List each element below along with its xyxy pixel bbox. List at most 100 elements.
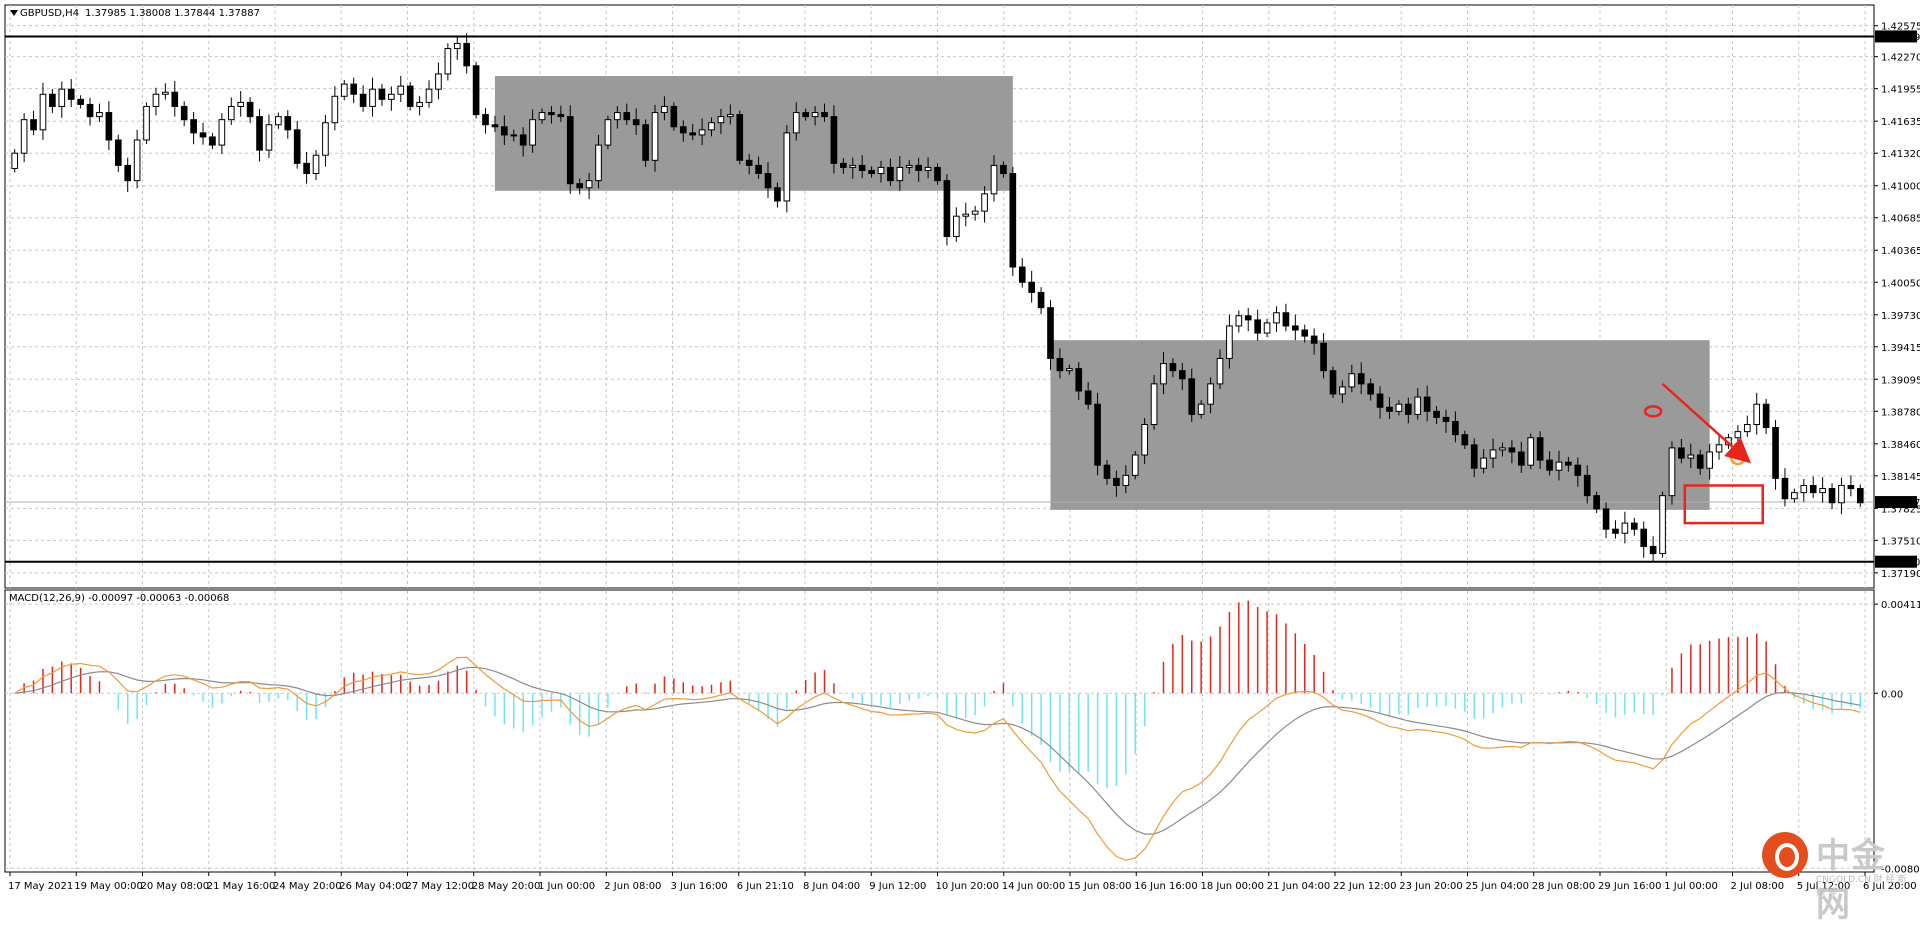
horizontal-levels xyxy=(5,35,1874,563)
candle-body xyxy=(632,119,640,126)
candle-body xyxy=(1000,164,1007,175)
candle-body xyxy=(755,164,762,175)
candle-body xyxy=(1395,403,1403,412)
watermark: 中金网 CNGOLD.CN 财 经 新 媒 体 xyxy=(1762,826,1912,925)
candle-body xyxy=(529,119,536,146)
candle-body xyxy=(1659,495,1666,555)
candle-body xyxy=(510,134,518,137)
candle-body xyxy=(388,93,395,100)
time-tick-label: 24 May 20:00 xyxy=(273,881,342,892)
price-tick-label: 1.41320 xyxy=(1881,149,1920,160)
price-chart[interactable]: 1.42575 1.42270 1.41955 1.41635 1.41320 1.410… xyxy=(0,0,1920,900)
macd-grid xyxy=(5,591,1874,871)
time-tick-label: 18 Jun 00:00 xyxy=(1201,881,1265,892)
candle-body xyxy=(1517,451,1525,466)
candle-body xyxy=(953,215,960,238)
candle-body xyxy=(1630,522,1638,530)
candle-body xyxy=(1706,451,1713,469)
candle-body xyxy=(1414,396,1422,415)
time-tick-label: 6 Jun 21:10 xyxy=(737,881,794,892)
annotation-arrow xyxy=(1661,382,1752,464)
price-tick-label: 1.37825 xyxy=(1881,504,1920,515)
candle-body xyxy=(1103,464,1111,479)
candle-body xyxy=(1122,474,1130,486)
candle-body xyxy=(1113,477,1120,486)
candle-body xyxy=(915,164,922,171)
candle-body xyxy=(821,112,828,118)
time-tick-label: 9 Jun 12:00 xyxy=(869,881,926,892)
candle-body xyxy=(444,48,452,75)
candle-body xyxy=(651,112,659,161)
candle-body xyxy=(1273,312,1280,324)
candle-body xyxy=(1480,457,1487,469)
candle-body xyxy=(764,173,772,189)
candle-body xyxy=(284,116,292,131)
time-tick-label: 2 Jun 08:00 xyxy=(604,881,661,892)
candle-body xyxy=(1753,403,1761,426)
candle-body xyxy=(1263,322,1271,334)
candle-body xyxy=(190,119,197,134)
candle-body xyxy=(425,88,433,103)
candle-body xyxy=(1197,403,1205,415)
time-tick-label: 27 May 12:00 xyxy=(406,881,475,892)
candle-body xyxy=(1244,315,1252,321)
time-tick-label: 21 May 16:00 xyxy=(207,881,276,892)
price-tick-label: 1.41000 xyxy=(1881,182,1920,193)
candle-body xyxy=(924,166,932,171)
candle-body xyxy=(1367,383,1374,395)
price-tick-label: 1.41955 xyxy=(1881,85,1920,96)
candle-body xyxy=(1452,420,1459,436)
price-tick-label: 1.42270 xyxy=(1881,53,1920,64)
candle-body xyxy=(501,126,508,136)
candle-body xyxy=(783,132,791,202)
candle-body xyxy=(77,98,84,105)
macd-panel-frame xyxy=(4,589,1875,873)
time-tick-label: 21 Jun 04:00 xyxy=(1267,881,1331,892)
candle-body xyxy=(670,105,678,128)
ohlc-readout: 1.37985 1.38008 1.37844 1.37887 xyxy=(85,8,260,19)
candle-body xyxy=(1781,477,1789,500)
candle-body xyxy=(406,85,414,107)
candle-body xyxy=(1075,368,1083,392)
candle-body xyxy=(265,124,273,151)
candle-body xyxy=(1546,459,1553,471)
time-tick-label: 26 May 04:00 xyxy=(339,881,408,892)
candle-body xyxy=(1433,410,1440,418)
candle-body xyxy=(1009,173,1017,268)
consolidation-zone xyxy=(494,75,1013,191)
macd-tick-label: -0.00807 xyxy=(1881,864,1920,875)
candle-body xyxy=(1357,373,1365,385)
candle-body xyxy=(1235,315,1243,327)
price-tick-label: 1.38780 xyxy=(1881,407,1920,418)
current-price-label: 1.37887 xyxy=(1879,498,1920,509)
candle-body xyxy=(1216,357,1224,385)
candle-body xyxy=(1339,386,1346,395)
candle-body xyxy=(96,112,103,118)
candle-body xyxy=(1678,447,1685,459)
time-tick-label: 15 Jun 08:00 xyxy=(1068,881,1132,892)
candle-body xyxy=(698,129,706,136)
candle-body xyxy=(256,116,263,151)
candle-body xyxy=(538,112,546,121)
macd-tick-label: 0.00411 xyxy=(1881,600,1920,611)
candle-body xyxy=(322,122,329,156)
candle-body xyxy=(745,159,753,166)
symbol-label: GBPUSD,H4 xyxy=(20,8,79,19)
candle-body xyxy=(1856,488,1864,504)
candle-body xyxy=(369,88,376,107)
candle-body xyxy=(1696,454,1704,469)
time-tick-label: 3 Jun 16:00 xyxy=(671,881,728,892)
candle-body xyxy=(86,103,94,118)
candle-body xyxy=(1565,461,1572,466)
candle-body xyxy=(962,213,970,217)
candle-body xyxy=(152,93,160,107)
candle-body xyxy=(397,85,405,95)
candle-body xyxy=(1734,431,1742,439)
candle-body xyxy=(1649,545,1657,555)
candle-body xyxy=(1687,454,1695,459)
candle-body xyxy=(1141,424,1148,456)
candle-body xyxy=(868,169,875,175)
triangle-down-icon[interactable] xyxy=(10,10,18,16)
candle-body xyxy=(1178,370,1186,380)
